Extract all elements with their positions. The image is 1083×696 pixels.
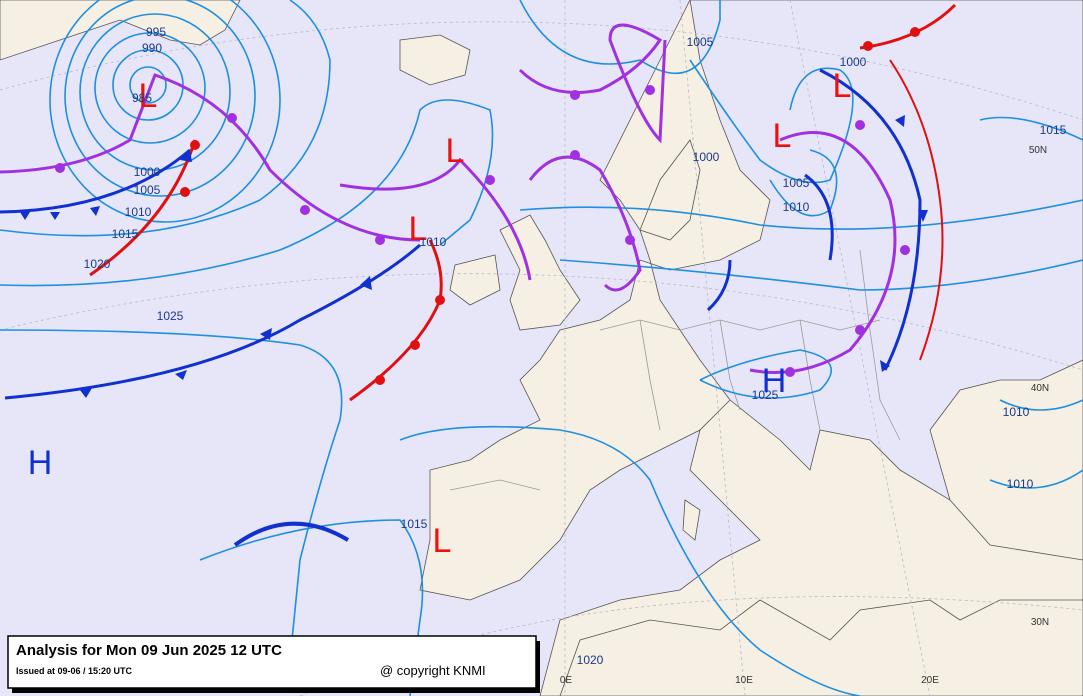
grid-label: 20E (921, 675, 939, 686)
pressure-center: L (139, 77, 158, 115)
isobar-label: 1020 (577, 653, 604, 667)
isobar-label: 1010 (1007, 477, 1034, 491)
isobar-label: 1010 (1003, 405, 1030, 419)
isobar-label: 1000 (840, 55, 867, 69)
pressure-center: L (409, 210, 428, 248)
issued-time: Issued at 09-06 / 15:20 UTC (16, 666, 133, 676)
map-title: Analysis for Mon 09 Jun 2025 12 UTC (16, 642, 282, 659)
fronts (0, 3, 957, 547)
isobar-label: 1010 (783, 200, 810, 214)
grid-label: 50N (1029, 145, 1047, 156)
pressure-center: H (28, 444, 53, 482)
labels: L L L L L L H H 995 990 985 1000 1005 1010 1015 1020 102… (28, 25, 1067, 686)
pressure-center: L (773, 117, 792, 155)
isobar-label: 1025 (752, 388, 779, 402)
isobar-label: 1025 (157, 309, 184, 323)
isobar-label: 1015 (1040, 123, 1067, 137)
isobar-label: 1005 (687, 35, 714, 49)
pressure-center: L (833, 67, 852, 105)
isobar-label: 1015 (401, 517, 428, 531)
isobar-label: 990 (142, 41, 162, 55)
isobar-label: 1010 (125, 205, 152, 219)
isobar-label: 1015 (112, 227, 139, 241)
front-symbols (20, 27, 928, 398)
isobar-label: 1005 (783, 176, 810, 190)
isobar-label: 1000 (134, 165, 161, 179)
copyright: @ copyright KNMI (380, 663, 486, 678)
isobar-label: 985 (132, 91, 152, 105)
grid-label: 0E (560, 675, 573, 686)
isobar-label: 1010 (420, 235, 447, 249)
isobar-label: 1020 (84, 257, 111, 271)
title-box: Analysis for Mon 09 Jun 2025 12 UTC Issu… (7, 635, 540, 693)
pressure-center: H (762, 362, 787, 400)
isobar-label: 1000 (693, 150, 720, 164)
grid-label: 10E (735, 675, 753, 686)
pressure-center: L (433, 522, 452, 560)
isobar-label: 995 (146, 25, 166, 39)
grid-label: 30N (1031, 617, 1049, 628)
grid-label: 40N (1031, 383, 1049, 394)
isobar-label: 1005 (134, 183, 161, 197)
pressure-center: L (446, 132, 465, 170)
